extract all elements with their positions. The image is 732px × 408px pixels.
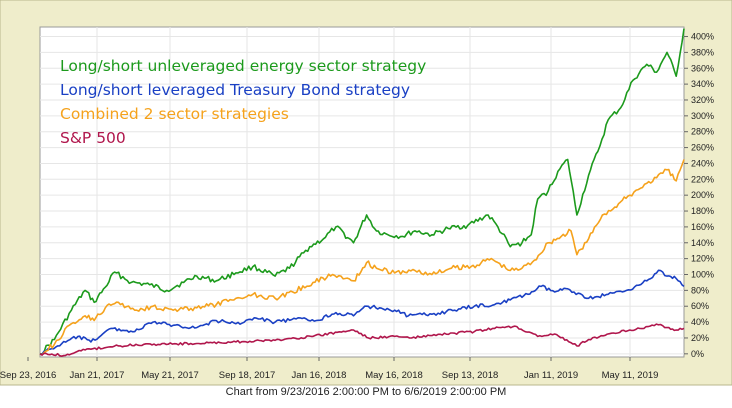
y-tick-label: 380% — [691, 47, 714, 57]
y-tick-label: 100% — [691, 270, 714, 280]
y-tick-label: 400% — [691, 32, 714, 42]
y-tick-label: 300% — [691, 111, 714, 121]
x-tick-label: Jan 11, 2019 — [524, 370, 578, 381]
x-tick-label: Jan 16, 2018 — [292, 370, 347, 381]
y-tick-label: 240% — [691, 158, 714, 168]
x-tick-label: May 16, 2018 — [365, 370, 423, 381]
y-tick-label: 120% — [691, 254, 714, 264]
x-tick-label: Jan 21, 2017 — [70, 370, 125, 381]
legend-entry: S&P 500 — [60, 129, 126, 147]
y-tick-label: 280% — [691, 127, 714, 137]
series-line — [40, 28, 685, 355]
series-line — [39, 323, 685, 357]
axes: 0% 20% 40% 60% 80% 100% 120% 140% 160% 180% 200% 22… — [0, 32, 714, 381]
y-tick-label: 20% — [691, 333, 709, 343]
y-tick-label: 180% — [691, 206, 714, 216]
y-tick-label: 0% — [691, 349, 704, 359]
legend-entry: Combined 2 sector strategies — [60, 105, 289, 123]
y-tick-label: 340% — [691, 79, 714, 89]
series-line — [39, 269, 685, 356]
x-tick-label: May 21, 2017 — [141, 370, 199, 381]
x-tick-label: May 11, 2019 — [602, 370, 659, 381]
y-tick-label: 60% — [691, 301, 709, 311]
series-line — [39, 159, 685, 356]
y-tick-label: 360% — [691, 63, 714, 73]
legend: Long/short unleveraged energy sector str… — [60, 57, 426, 147]
y-tick-label: 80% — [691, 285, 709, 295]
y-tick-label: 200% — [691, 190, 714, 200]
series-lines — [39, 28, 685, 357]
plot-area — [39, 26, 685, 358]
x-tick-label: Sep 13, 2018 — [442, 370, 499, 381]
legend-entry: Long/short unleveraged energy sector str… — [60, 57, 426, 75]
y-tick-label: 260% — [691, 143, 714, 153]
y-tick-label: 40% — [691, 317, 709, 327]
x-tick-label: Sep 23, 2016 — [0, 370, 56, 381]
chart-footer-caption: Chart from 9/23/2016 2:00:00 PM to 6/6/2… — [225, 386, 507, 398]
y-tick-label: 320% — [691, 95, 714, 105]
x-tick-label: Sep 18, 2017 — [219, 370, 276, 381]
y-tick-label: 140% — [691, 238, 714, 248]
y-tick-label: 160% — [691, 222, 714, 232]
y-tick-label: 220% — [691, 174, 714, 184]
legend-entry: Long/short leveraged Treasury Bond strat… — [60, 81, 410, 99]
gridlines — [40, 27, 684, 357]
